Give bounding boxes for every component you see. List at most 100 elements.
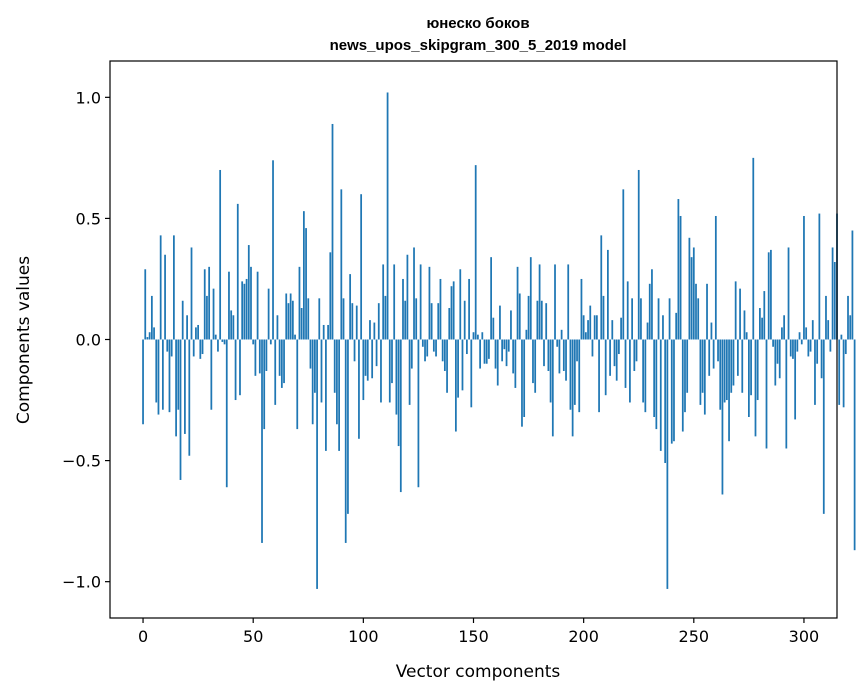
- y-tick-label-0: −1.0: [62, 573, 101, 592]
- bar-258: [710, 322, 713, 340]
- bar-167: [510, 310, 512, 340]
- bar-110: [384, 295, 387, 340]
- bar-268: [732, 339, 735, 386]
- bar-205: [593, 315, 596, 340]
- bar-247: [686, 339, 689, 393]
- bar-172: [521, 339, 523, 427]
- bar-96: [353, 339, 356, 362]
- chart-title: юнеско боков: [426, 15, 529, 32]
- bar-226: [640, 298, 642, 340]
- bar-12: [168, 339, 171, 413]
- bar-256: [706, 283, 708, 340]
- bar-46: [243, 283, 246, 340]
- bar-111: [386, 92, 389, 340]
- bar-97: [355, 305, 358, 340]
- bar-208: [600, 235, 603, 340]
- bar-57: [267, 288, 270, 340]
- bar-86: [331, 123, 334, 340]
- bar-276: [750, 339, 752, 396]
- bar-77: [311, 339, 314, 425]
- bar-87: [333, 339, 336, 393]
- bar-260: [714, 215, 717, 340]
- bar-230: [648, 283, 651, 340]
- bar-207: [598, 339, 600, 413]
- bar-73: [302, 211, 305, 340]
- bar-67: [289, 293, 292, 340]
- bar-101: [364, 339, 367, 376]
- bar-150: [472, 332, 475, 340]
- bar-203: [589, 305, 592, 340]
- bar-122: [410, 339, 413, 369]
- plot-frame: [109, 60, 838, 619]
- bar-148: [468, 278, 470, 340]
- bar-16: [177, 339, 180, 410]
- bar-130: [428, 266, 431, 340]
- bar-218: [622, 189, 625, 340]
- bar-155: [483, 339, 486, 364]
- bar-141: [452, 281, 455, 340]
- bar-321: [849, 315, 852, 340]
- bar-156: [485, 339, 488, 364]
- bar-178: [534, 339, 537, 393]
- bar-157: [488, 339, 490, 359]
- bar-233: [655, 339, 658, 430]
- bar-139: [448, 308, 451, 340]
- bar-168: [512, 339, 515, 374]
- bar-201: [584, 332, 587, 340]
- bar-307: [818, 213, 821, 340]
- bar-8: [159, 235, 162, 340]
- bar-240: [670, 339, 673, 444]
- bar-80: [318, 298, 321, 340]
- bar-158: [490, 257, 492, 340]
- bar-272: [741, 339, 744, 393]
- bar-300: [803, 215, 805, 340]
- bar-165: [505, 339, 508, 367]
- bar-25: [197, 324, 199, 340]
- bar-42: [234, 339, 237, 401]
- bar-237: [664, 339, 667, 464]
- bar-232: [653, 339, 656, 417]
- bar-238: [666, 339, 669, 589]
- bar-295: [792, 339, 794, 359]
- bar-94: [349, 274, 352, 340]
- bar-193: [567, 264, 570, 340]
- bar-31: [210, 339, 213, 410]
- bar-188: [556, 339, 559, 347]
- bar-65: [285, 293, 288, 340]
- bar-89: [338, 339, 340, 451]
- bar-204: [591, 339, 594, 357]
- bar-102: [366, 339, 369, 381]
- x-axis-label: Vector components: [396, 662, 561, 682]
- bar-296: [794, 339, 797, 420]
- bar-189: [558, 339, 561, 374]
- bar-316: [838, 339, 841, 405]
- bar-160: [494, 339, 497, 369]
- bar-195: [571, 339, 574, 437]
- bar-64: [283, 339, 285, 384]
- bar-164: [503, 339, 506, 350]
- bar-151: [474, 165, 477, 340]
- bar-58: [269, 339, 272, 345]
- bar-95: [351, 303, 354, 340]
- bar-257: [708, 339, 711, 376]
- bar-183: [545, 303, 548, 340]
- bar-185: [549, 339, 552, 403]
- bar-55: [263, 339, 266, 430]
- bar-175: [527, 295, 530, 340]
- bar-216: [618, 339, 620, 355]
- bar-302: [807, 339, 810, 357]
- bar-38: [225, 339, 228, 488]
- bar-43: [236, 203, 239, 340]
- bar-162: [499, 305, 501, 340]
- bar-197: [576, 339, 578, 362]
- bar-22: [190, 247, 193, 340]
- bar-52: [256, 271, 259, 340]
- bar-108: [380, 339, 382, 403]
- bar-219: [624, 339, 627, 388]
- bar-192: [565, 339, 567, 381]
- bar-54: [261, 339, 263, 543]
- bar-81: [320, 339, 323, 403]
- bar-61: [276, 315, 279, 340]
- bar-7: [157, 339, 160, 415]
- bar-92: [344, 339, 347, 543]
